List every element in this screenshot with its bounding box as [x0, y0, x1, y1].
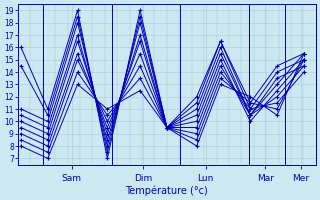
X-axis label: Température (°c): Température (°c) [125, 185, 208, 196]
